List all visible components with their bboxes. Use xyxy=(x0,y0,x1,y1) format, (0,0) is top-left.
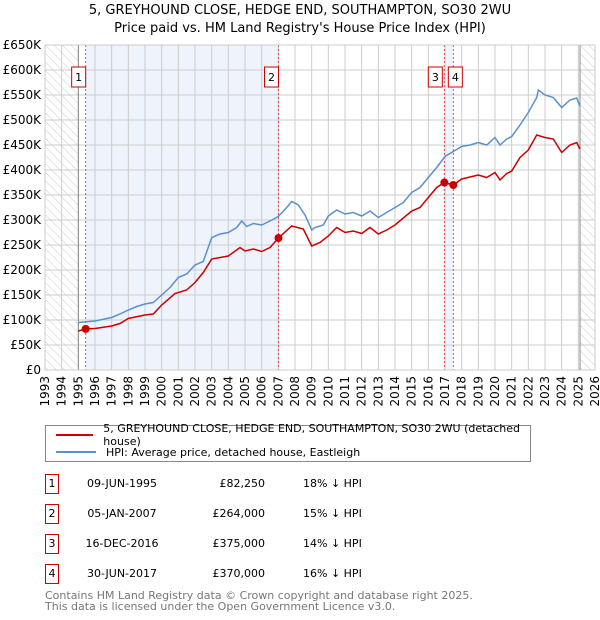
x-tick-label: 2008 xyxy=(288,376,302,407)
no-data-hatch-right xyxy=(580,45,595,370)
y-tick-label: £450K xyxy=(3,138,43,152)
x-tick-label: 1995 xyxy=(71,376,85,407)
footer-licence: This data is licensed under the Open Gov… xyxy=(45,600,396,613)
sale-hpi-diff: 14% ↓ HPI xyxy=(303,537,362,550)
sale-marker-badge: 1 xyxy=(45,474,59,494)
price-chart: 1993 1994 1995 1996 1997 1998 1999 2000 2001 2002… xyxy=(3,38,600,407)
sale-label-box xyxy=(71,66,87,88)
y-tick-label: £50K xyxy=(10,338,42,352)
sale-price: £264,000 xyxy=(212,507,266,520)
y-tick-label: £0 xyxy=(26,363,41,377)
x-tick-label: 2001 xyxy=(171,376,185,407)
x-tick-label: 2007 xyxy=(271,376,285,407)
x-tick-label: 2005 xyxy=(238,376,252,407)
y-tick-label: £400K xyxy=(3,163,43,177)
x-tick-label: 1998 xyxy=(121,376,135,407)
y-tick-label: £350K xyxy=(3,188,43,202)
sale-label-box xyxy=(447,66,463,88)
sale-marker-badge: 4 xyxy=(45,564,59,584)
x-tick-label: 2024 xyxy=(555,376,569,407)
legend-label: 5, GREYHOUND CLOSE, HEDGE END, SOUTHAMPT… xyxy=(103,422,520,448)
table-row: 1 09-JUN-1995 £82,250 18% ↓ HPI xyxy=(45,474,445,494)
sale-label: 3 xyxy=(432,71,439,84)
table-row: 2 05-JAN-2007 £264,000 15% ↓ HPI xyxy=(45,504,445,524)
x-tick-label: 2020 xyxy=(488,376,502,407)
x-tick-label: 2013 xyxy=(371,376,385,407)
legend-item-property: 5, GREYHOUND CLOSE, HEDGE END, SOUTHAMPT… xyxy=(56,422,530,448)
x-tick-label: 2002 xyxy=(188,376,202,407)
sale-hpi-diff: 15% ↓ HPI xyxy=(303,507,362,520)
x-tick-label: 2025 xyxy=(571,376,585,407)
x-tick-label: 2009 xyxy=(305,376,319,407)
x-tick-label: 2018 xyxy=(455,376,469,407)
sale-point xyxy=(81,324,90,333)
y-tick-label: £600K xyxy=(3,63,43,77)
chart-title: 5, GREYHOUND CLOSE, HEDGE END, SOUTHAMPT… xyxy=(88,3,512,18)
sale-period-shade xyxy=(444,45,454,370)
sale-price: £82,250 xyxy=(219,477,266,490)
table-row: 4 30-JUN-2017 £370,000 16% ↓ HPI xyxy=(45,564,445,584)
sale-period-shade xyxy=(85,45,279,370)
y-tick-label: £200K xyxy=(3,263,43,277)
x-tick-label: 2015 xyxy=(405,376,419,407)
sale-date: 16-DEC-2016 xyxy=(85,537,159,550)
y-tick-label: £300K xyxy=(3,213,43,227)
sale-date: 09-JUN-1995 xyxy=(86,477,158,490)
sale-point xyxy=(274,234,283,242)
legend-label: HPI: Average price, detached house, East… xyxy=(106,445,361,459)
x-tick-label: 2011 xyxy=(338,376,352,407)
x-tick-label: 1994 xyxy=(55,376,69,407)
sale-label: 2 xyxy=(268,71,275,84)
chart-subtitle: Price paid vs. HM Land Registry's House … xyxy=(114,21,486,36)
y-tick-label: £650K xyxy=(3,38,43,52)
sale-label-box xyxy=(264,66,279,88)
sale-date: 30-JUN-2017 xyxy=(86,567,158,580)
x-tick-label: 2004 xyxy=(221,376,235,407)
legend-swatch-blue xyxy=(56,451,96,453)
sale-point xyxy=(449,181,458,189)
x-tick-label: 2026 xyxy=(588,376,600,407)
x-tick-label: 2010 xyxy=(321,376,335,407)
sale-marker-badge: 3 xyxy=(45,534,59,554)
property-price-line xyxy=(78,134,581,332)
sale-price: £370,000 xyxy=(212,567,266,580)
x-tick-label: 2003 xyxy=(205,376,219,407)
legend-item-hpi: HPI: Average price, detached house, East… xyxy=(56,444,360,460)
y-tick-label: £500K xyxy=(3,113,43,127)
x-tick-label: 1997 xyxy=(105,376,119,407)
legend-swatch-red xyxy=(56,434,94,436)
x-tick-label: 2017 xyxy=(438,376,452,407)
x-tick-label: 2023 xyxy=(538,376,552,407)
x-tick-label: 1996 xyxy=(88,376,102,407)
x-tick-label: 2021 xyxy=(505,376,519,407)
y-tick-label: £100K xyxy=(3,313,43,327)
footer-copyright: Contains HM Land Registry data © Crown c… xyxy=(45,589,473,602)
y-tick-label: £550K xyxy=(3,88,43,102)
x-tick-label: 2000 xyxy=(155,376,169,407)
sale-hpi-diff: 18% ↓ HPI xyxy=(303,477,362,490)
y-tick-label: £150K xyxy=(3,288,43,302)
x-tick-label: 2014 xyxy=(388,376,402,407)
sale-price: £375,000 xyxy=(212,537,266,550)
x-tick-label: 1999 xyxy=(138,376,152,407)
x-tick-label: 2012 xyxy=(355,376,369,407)
sale-label: 1 xyxy=(75,71,82,84)
sale-label: 4 xyxy=(452,71,459,84)
table-row: 3 16-DEC-2016 £375,000 14% ↓ HPI xyxy=(45,534,445,554)
hpi-line xyxy=(78,88,581,324)
sale-point xyxy=(440,178,449,187)
sale-date: 05-JAN-2007 xyxy=(87,507,157,520)
sale-hpi-diff: 16% ↓ HPI xyxy=(303,567,362,580)
x-tick-label: 2016 xyxy=(421,376,435,407)
sale-label-box xyxy=(427,66,443,88)
legend: 5, GREYHOUND CLOSE, HEDGE END, SOUTHAMPT… xyxy=(45,422,531,462)
x-tick-label: 2022 xyxy=(521,376,535,407)
x-tick-label: 2006 xyxy=(255,376,269,407)
plot-border xyxy=(44,44,596,371)
x-tick-label: 1993 xyxy=(38,376,52,407)
x-tick-label: 2019 xyxy=(471,376,485,407)
sale-marker-badge: 2 xyxy=(45,504,59,524)
y-tick-label: £250K xyxy=(3,238,43,252)
